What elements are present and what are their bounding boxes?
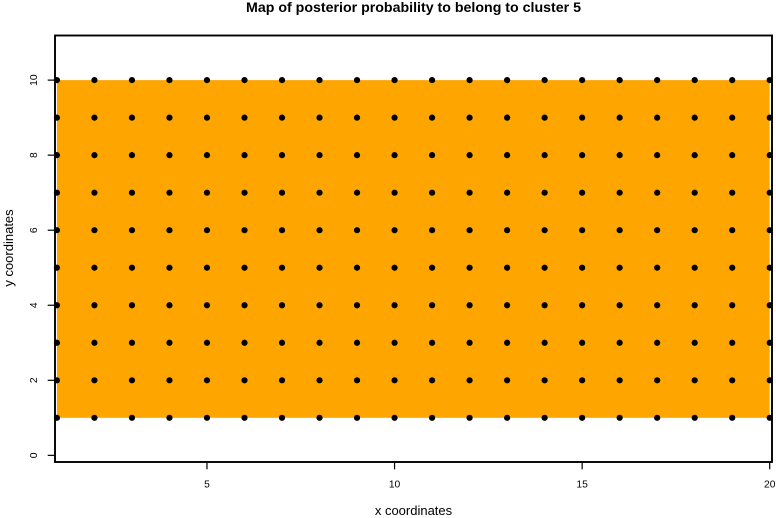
svg-text:y coordinates: y coordinates	[1, 209, 16, 287]
svg-text:6: 6	[29, 227, 40, 233]
svg-text:5: 5	[204, 480, 210, 491]
svg-text:x coordinates: x coordinates	[375, 503, 453, 518]
svg-text:10: 10	[389, 480, 401, 491]
svg-text:Map of posterior probability t: Map of posterior probability to belong t…	[246, 0, 581, 16]
svg-text:10: 10	[29, 74, 40, 86]
svg-text:4: 4	[29, 302, 40, 308]
svg-text:2: 2	[29, 377, 40, 383]
svg-text:0: 0	[29, 452, 40, 458]
svg-text:8: 8	[29, 152, 40, 158]
svg-text:15: 15	[576, 480, 588, 491]
svg-text:20: 20	[764, 480, 776, 491]
